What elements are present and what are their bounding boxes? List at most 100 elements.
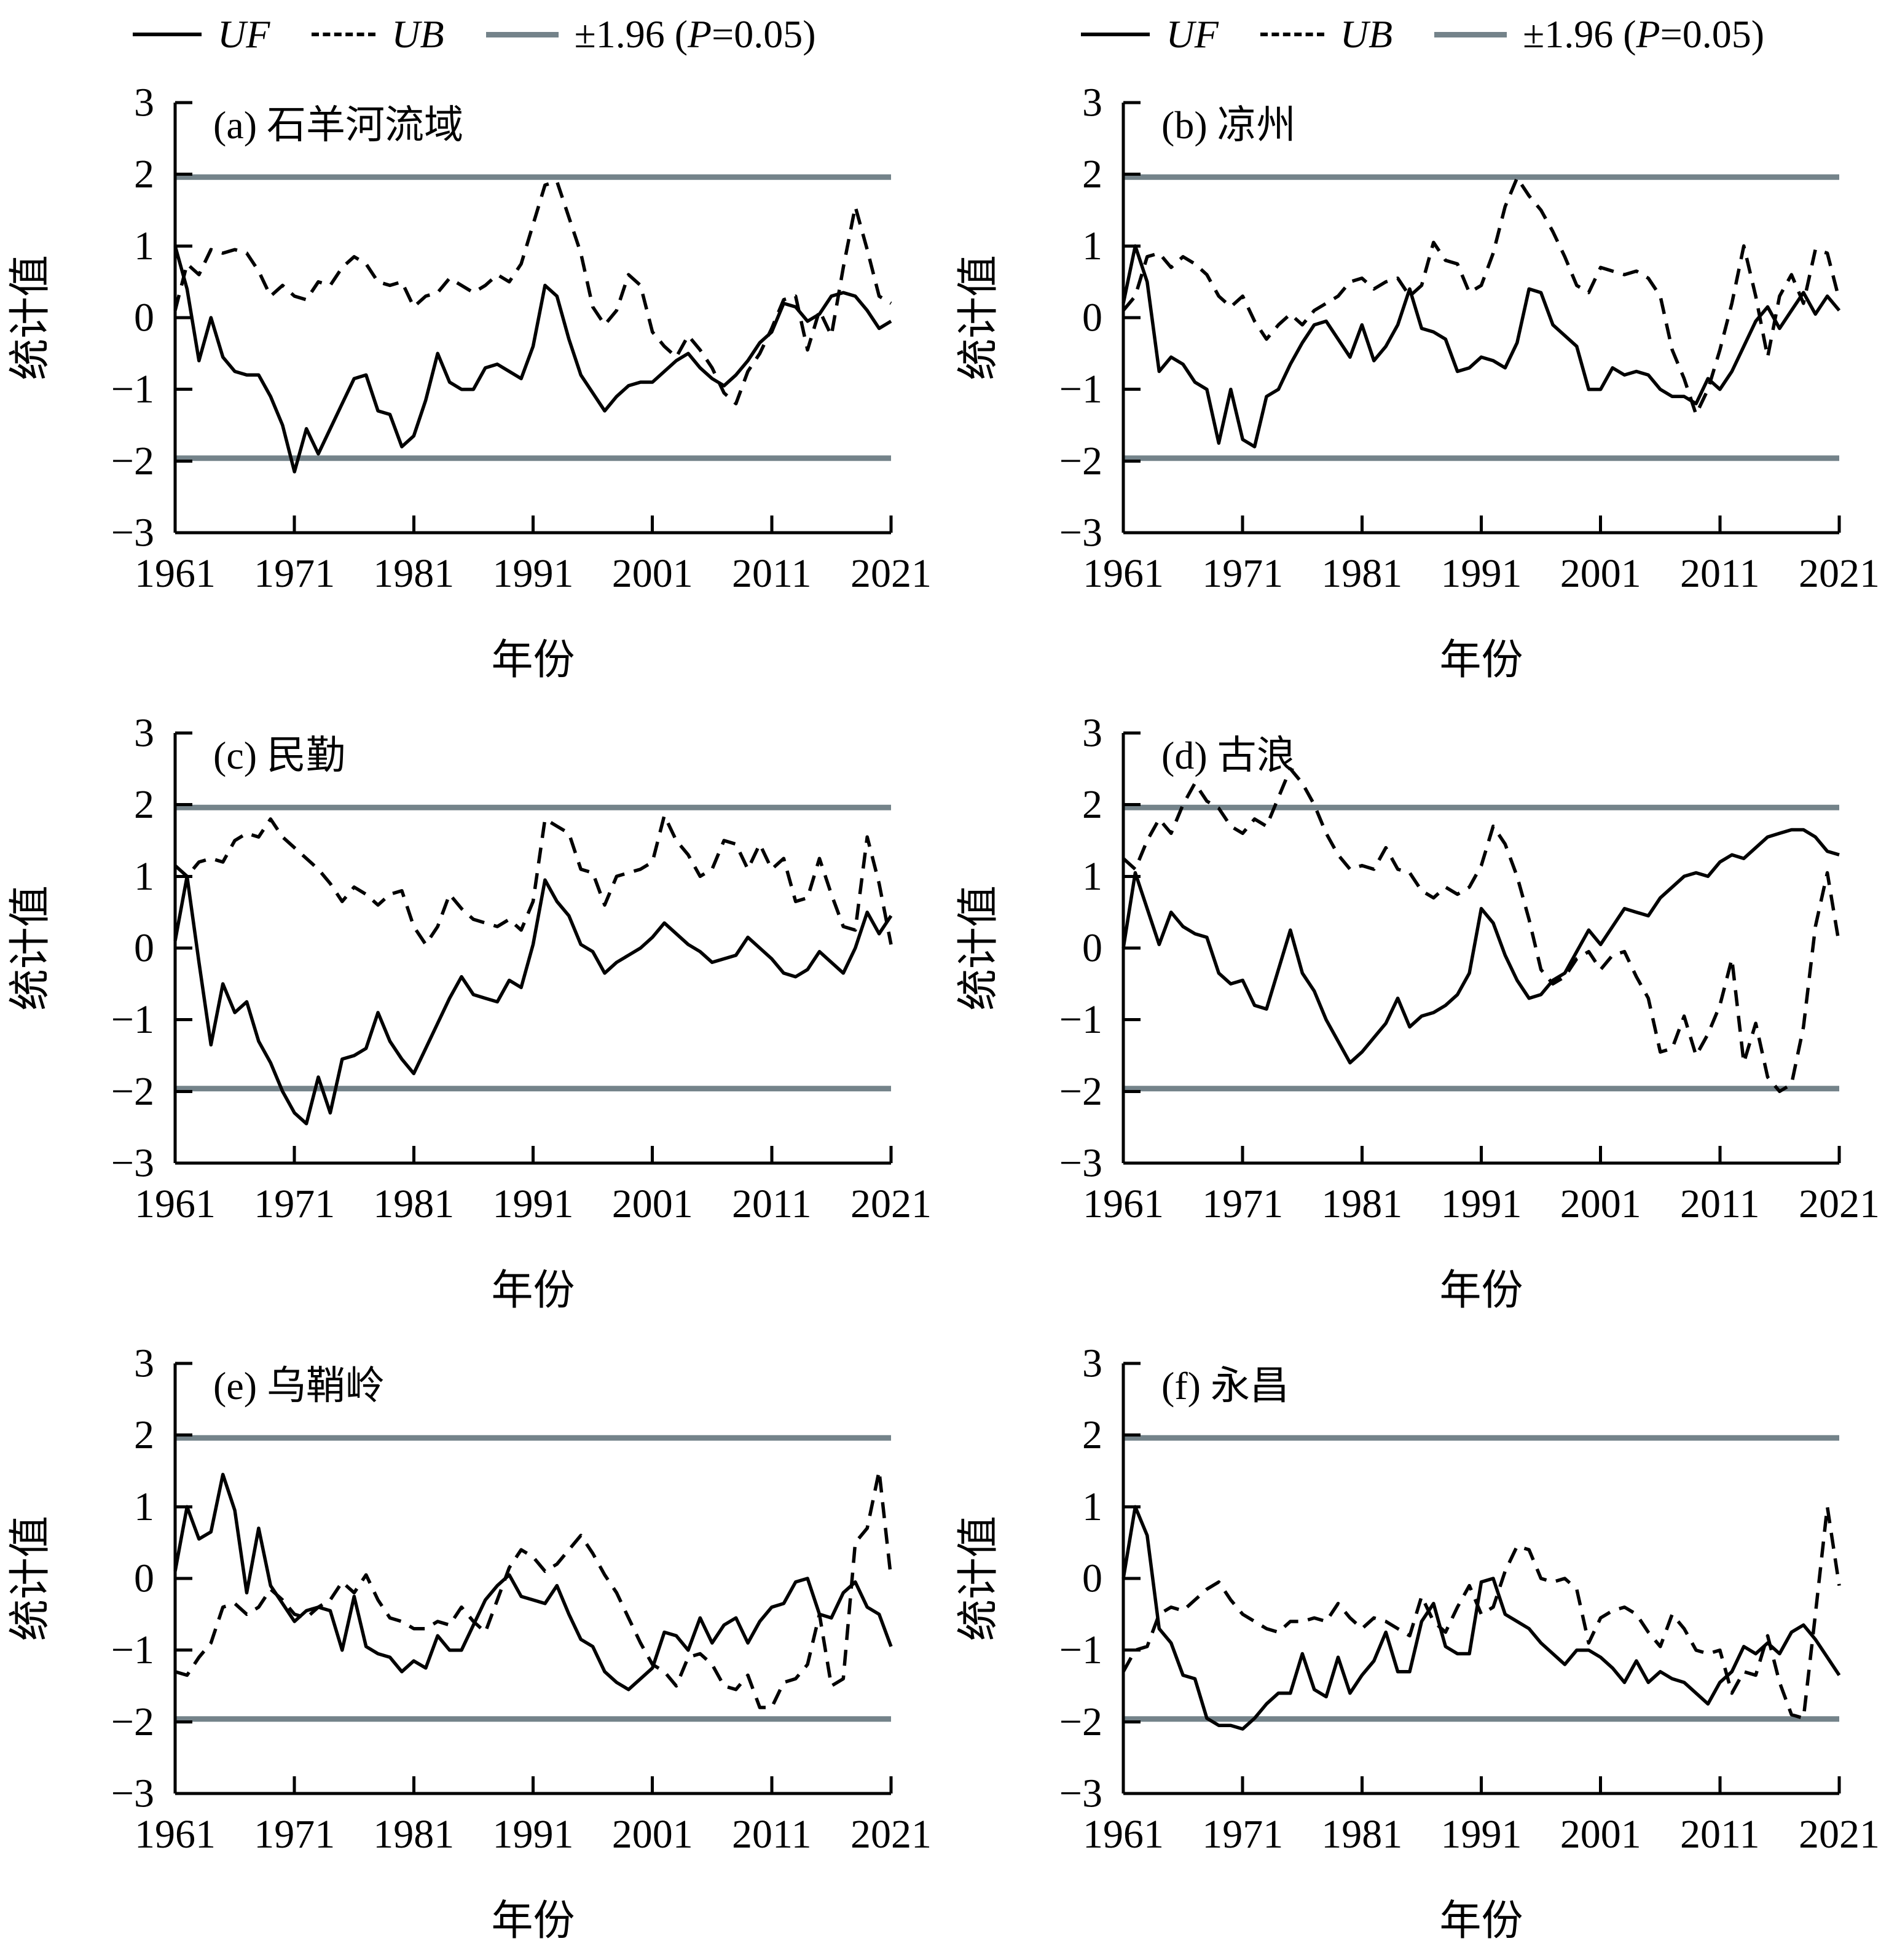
ub-line bbox=[173, 179, 892, 406]
y-tick-label: −3 bbox=[1059, 1771, 1102, 1816]
panel-title: (c) 民勤 bbox=[213, 734, 345, 777]
ub-line-sample bbox=[312, 33, 376, 36]
x-tick-label: 1971 bbox=[254, 1812, 335, 1857]
y-tick-label: −2 bbox=[111, 1069, 154, 1114]
panel-grid: 3 2 1 0 −1 −2 −3 1961 1971 1981 1991 2001 2011 2021 (a… bbox=[0, 69, 1897, 1960]
y-axis-label: 统计值 bbox=[955, 255, 1002, 380]
x-tick-label: 2011 bbox=[732, 1182, 812, 1226]
x-tick-label: 2011 bbox=[1680, 1182, 1760, 1226]
x-tick-label: 1981 bbox=[1321, 551, 1402, 596]
y-tick-label: 2 bbox=[134, 152, 154, 197]
y-tick-label: −3 bbox=[1059, 511, 1102, 555]
panel-title: (b) 凉州 bbox=[1161, 103, 1296, 147]
y-tick-label: 1 bbox=[134, 1484, 154, 1529]
threshold-line-sample bbox=[485, 31, 559, 37]
x-axis-label: 年份 bbox=[1439, 1897, 1523, 1944]
y-tick-label: 0 bbox=[1082, 296, 1102, 340]
panel-title: (e) 乌鞘岭 bbox=[213, 1364, 385, 1408]
ub-line bbox=[174, 813, 893, 946]
y-tick-label: 2 bbox=[1082, 782, 1102, 827]
y-tick-label: 0 bbox=[1082, 1556, 1102, 1601]
ub-line bbox=[175, 1469, 893, 1709]
x-tick-label: 1991 bbox=[1441, 1182, 1522, 1226]
y-axis-label: 统计值 bbox=[7, 255, 53, 380]
uf-line bbox=[173, 1473, 893, 1691]
x-axis-label: 年份 bbox=[1439, 637, 1523, 683]
threshold-legend-label: ±1.96 (P=0.05) bbox=[574, 12, 816, 56]
y-axis-label: 统计值 bbox=[7, 885, 53, 1011]
x-tick-label: 2001 bbox=[1560, 551, 1641, 596]
threshold-legend-label: ±1.96 (P=0.05) bbox=[1523, 12, 1765, 56]
legend-right: UF UB ±1.96 (P=0.05) bbox=[949, 15, 1897, 54]
y-tick-label: 3 bbox=[1082, 1341, 1102, 1386]
threshold-line-sample bbox=[1434, 31, 1507, 37]
uf-line bbox=[173, 874, 893, 1126]
x-tick-label: 1961 bbox=[135, 1182, 216, 1226]
x-tick-label: 2001 bbox=[1560, 1182, 1641, 1226]
x-axis-label: 年份 bbox=[491, 1267, 575, 1314]
ub-legend-label: UB bbox=[391, 12, 444, 56]
x-tick-label: 1971 bbox=[1202, 551, 1283, 596]
x-tick-label: 1971 bbox=[1202, 1182, 1283, 1226]
y-tick-label: 1 bbox=[134, 854, 154, 899]
y-tick-label: −2 bbox=[111, 1699, 154, 1744]
x-tick-label: 1991 bbox=[1441, 551, 1522, 596]
x-tick-label: 1961 bbox=[135, 551, 216, 596]
y-tick-label: −2 bbox=[1059, 1069, 1102, 1114]
y-tick-label: 3 bbox=[1082, 711, 1102, 756]
x-tick-label: 2011 bbox=[1680, 1812, 1760, 1857]
x-tick-label: 1981 bbox=[373, 551, 454, 596]
x-tick-label: 2021 bbox=[1799, 1182, 1880, 1226]
panel-title: (f) 永昌 bbox=[1161, 1364, 1289, 1408]
legend-entry-uf: UF bbox=[132, 12, 270, 56]
y-tick-label: 1 bbox=[1082, 1484, 1102, 1529]
y-tick-label: −2 bbox=[1059, 1699, 1102, 1744]
x-tick-label: 2021 bbox=[1799, 1812, 1880, 1857]
y-tick-label: 1 bbox=[1082, 224, 1102, 269]
x-tick-label: 1981 bbox=[1321, 1182, 1402, 1226]
legend-entry-threshold: ±1.96 (P=0.05) bbox=[1434, 15, 1764, 54]
y-tick-label: −2 bbox=[111, 439, 154, 484]
x-tick-label: 2021 bbox=[850, 1812, 932, 1857]
legend-entry-ub: UB bbox=[1260, 15, 1392, 54]
x-tick-label: 2001 bbox=[612, 551, 693, 596]
y-tick-label: −1 bbox=[111, 1628, 154, 1672]
ub-line bbox=[1122, 767, 1841, 1094]
y-tick-label: 2 bbox=[1082, 152, 1102, 197]
y-tick-label: 3 bbox=[134, 711, 154, 756]
y-tick-label: −3 bbox=[111, 511, 154, 555]
x-tick-label: 1991 bbox=[493, 1182, 574, 1226]
y-axis-label: 统计值 bbox=[955, 885, 1002, 1011]
y-tick-label: −1 bbox=[1059, 997, 1102, 1042]
panel-title: (a) 石羊河流域 bbox=[213, 103, 463, 147]
ub-line-sample bbox=[1260, 33, 1324, 36]
uf-line-sample bbox=[132, 33, 202, 36]
x-axis-label: 年份 bbox=[1439, 1267, 1523, 1314]
ub-line bbox=[1121, 1505, 1841, 1720]
panel-title: (d) 古浪 bbox=[1161, 734, 1296, 777]
x-tick-label: 2021 bbox=[1799, 551, 1880, 596]
y-tick-label: 0 bbox=[134, 926, 154, 971]
x-tick-label: 2001 bbox=[1560, 1812, 1641, 1857]
y-tick-label: 3 bbox=[1082, 80, 1102, 125]
ub-legend-label: UB bbox=[1340, 12, 1393, 56]
legend-row: UF UB ±1.96 (P=0.05) UF UB ±1.96 (P bbox=[0, 0, 1897, 69]
x-tick-label: 1981 bbox=[373, 1182, 454, 1226]
x-tick-label: 1991 bbox=[493, 1812, 574, 1857]
x-axis-label: 年份 bbox=[491, 1897, 575, 1944]
x-tick-label: 2011 bbox=[732, 551, 812, 596]
x-tick-label: 2001 bbox=[612, 1812, 693, 1857]
x-tick-label: 2001 bbox=[612, 1182, 693, 1226]
y-tick-label: −3 bbox=[1059, 1141, 1102, 1186]
y-axis-label: 统计值 bbox=[955, 1516, 1002, 1641]
x-tick-label: 2021 bbox=[850, 1182, 932, 1226]
uf-legend-label: UF bbox=[217, 12, 270, 56]
legend-left: UF UB ±1.96 (P=0.05) bbox=[0, 15, 949, 54]
uf-line bbox=[1121, 1505, 1841, 1731]
uf-line bbox=[1121, 828, 1840, 1065]
y-tick-label: 1 bbox=[134, 224, 154, 269]
